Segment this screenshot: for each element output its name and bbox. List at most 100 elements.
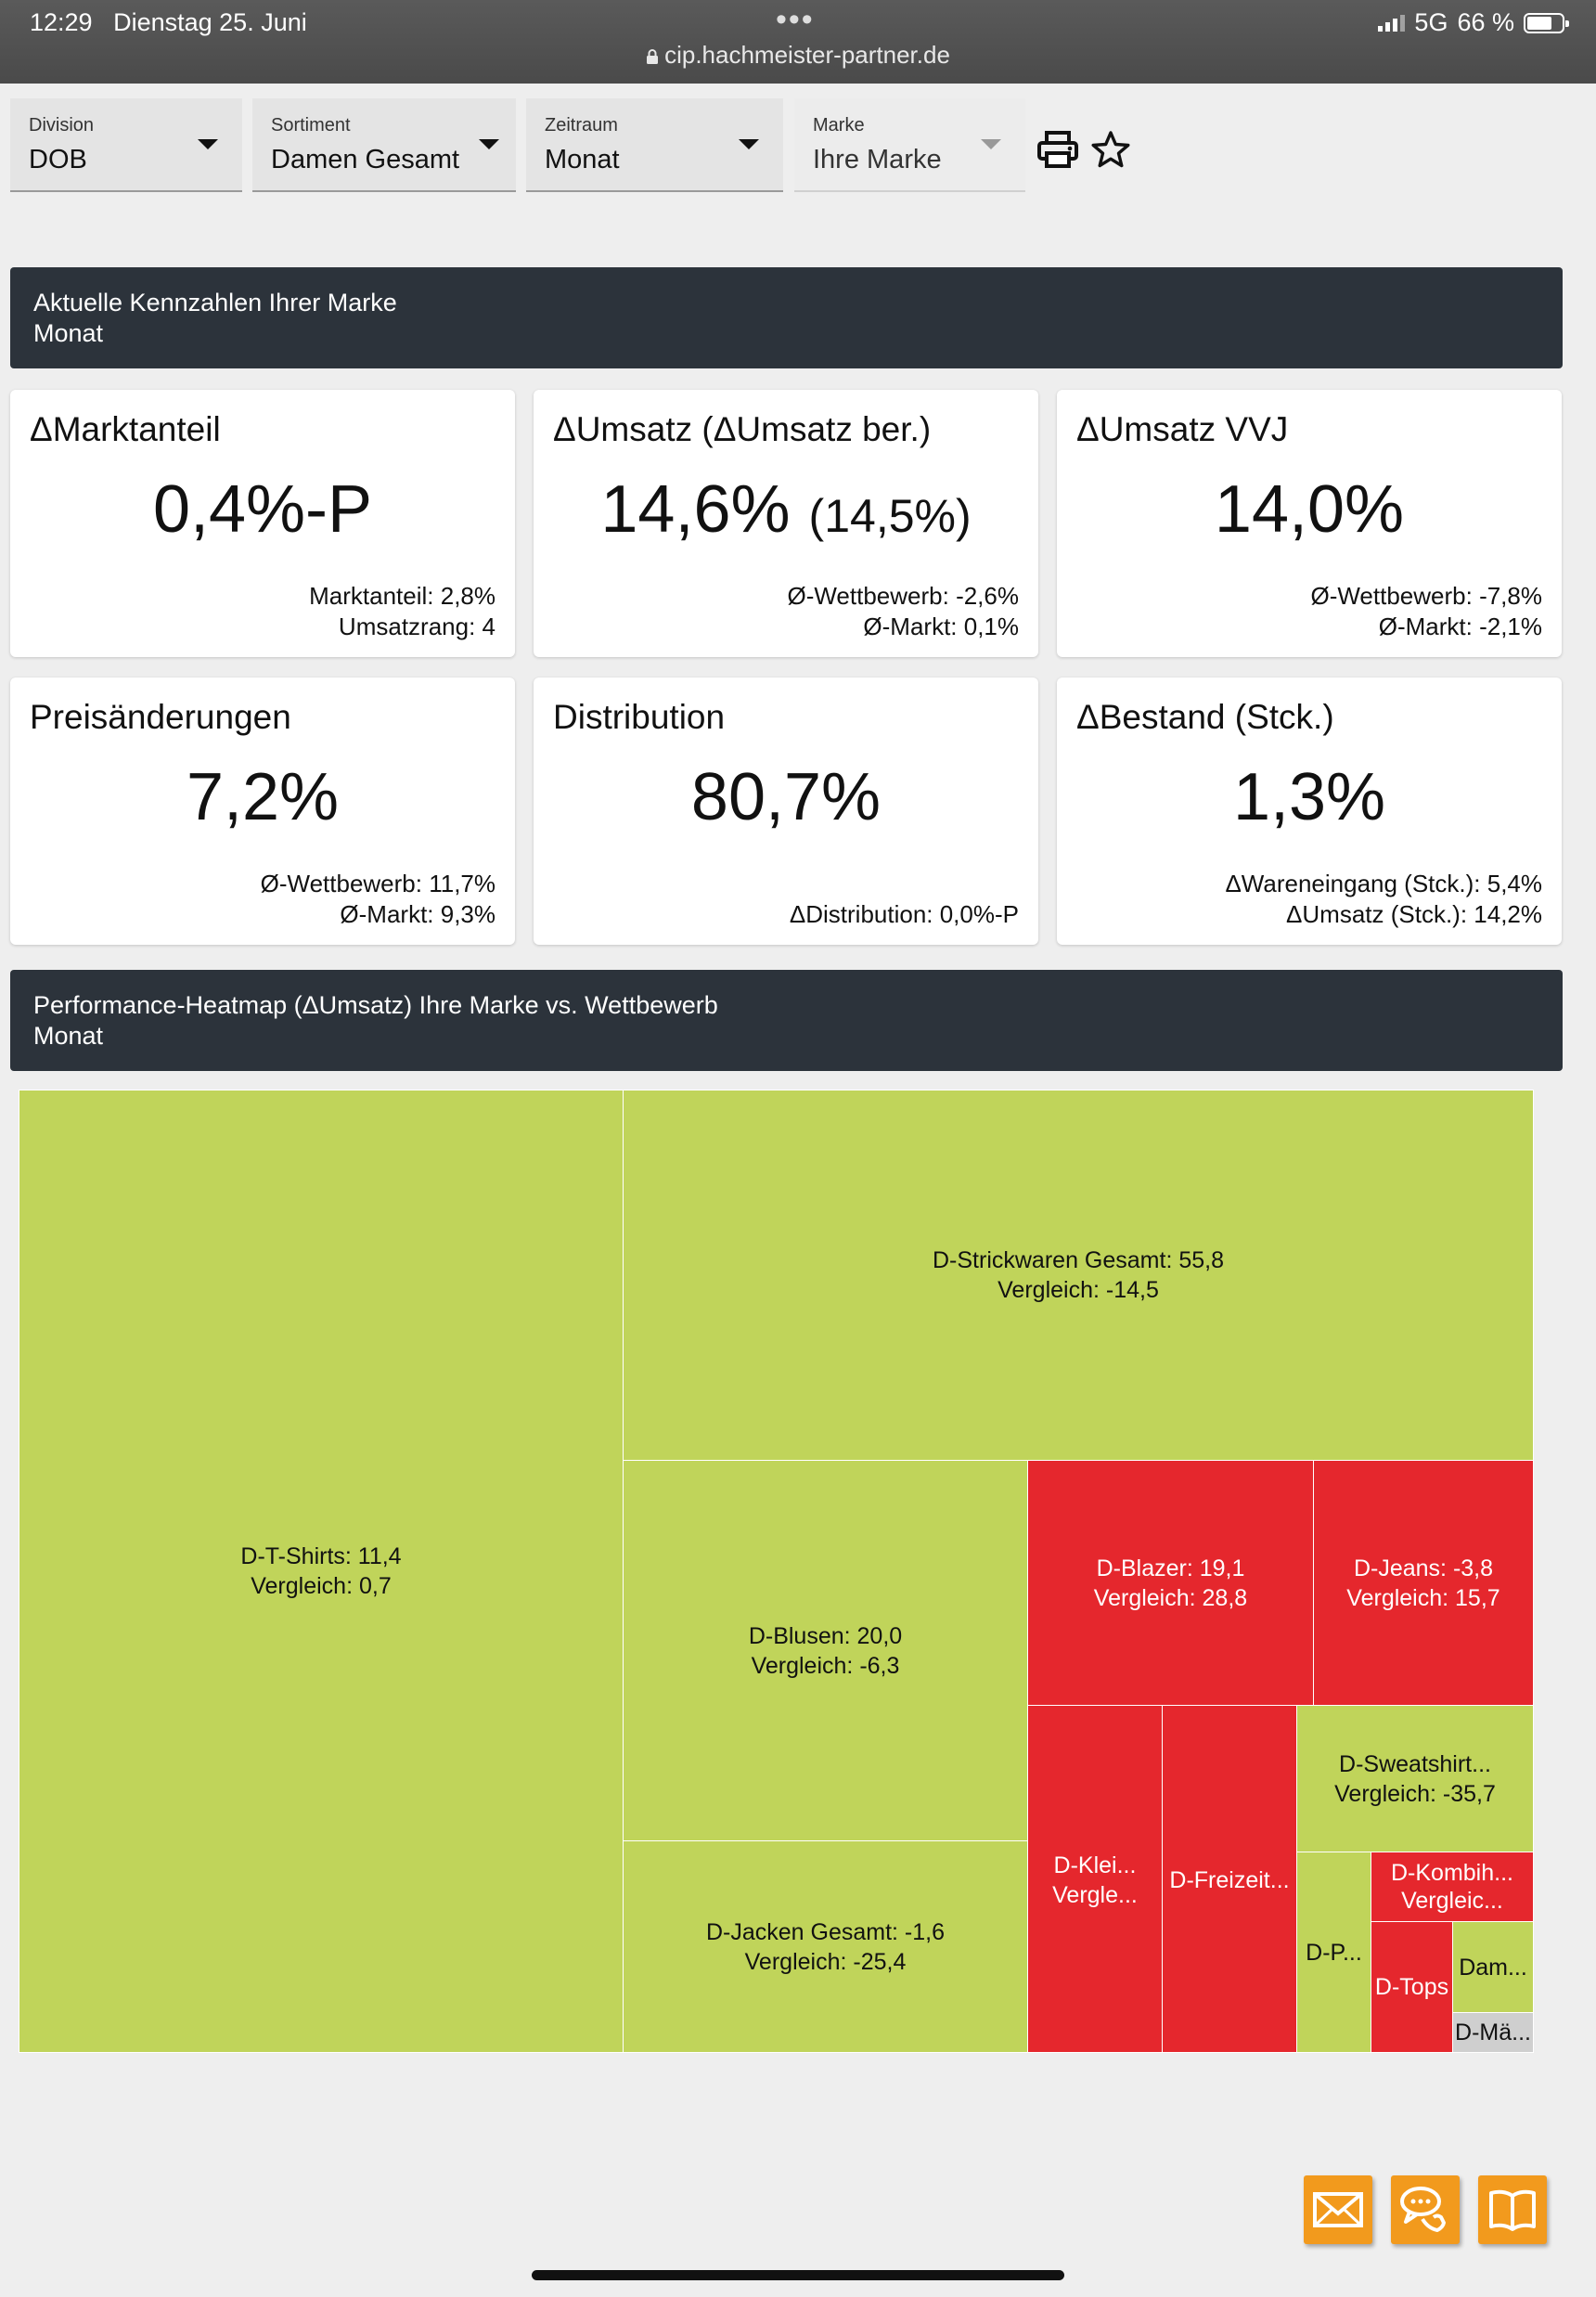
status-indicators: 5G 66 % [1378, 8, 1569, 37]
url-text: cip.hachmeister-partner.de [664, 41, 950, 69]
treemap-cell-sweatshirt[interactable]: D-Sweatshirt... Vergleich: -35,7 [1296, 1705, 1534, 1852]
kpi-card-umsatz-vvj[interactable]: ΔUmsatz VVJ 14,0% Ø-Wettbewerb: -7,8% Ø-M… [1057, 390, 1562, 657]
cell-label: D-Kombih... [1391, 1860, 1513, 1886]
cell-label: D-Jacken Gesamt: -1,6 [705, 1918, 946, 1945]
kpi-title: Preisänderungen [30, 698, 291, 736]
cell-label: D-Tops [1374, 1974, 1449, 2000]
cell-label: D-Blusen: 20,0 [748, 1622, 903, 1649]
treemap-cell-strickwaren[interactable]: D-Strickwaren Gesamt: 55,8 Vergleich: -14… [623, 1090, 1534, 1461]
kpi-value: 7,2% [10, 759, 515, 835]
kpi-value-main: 80,7% [690, 760, 882, 834]
kpi-title: ΔBestand (Stck.) [1076, 698, 1334, 736]
treemap-cell-blazer[interactable]: D-Blazer: 19,1 Vergleich: 28,8 [1027, 1460, 1314, 1706]
address-bar[interactable]: cip.hachmeister-partner.de [0, 41, 1596, 70]
cell-comparison: Vergleich: -6,3 [751, 1652, 900, 1679]
filter-label: Marke [813, 115, 865, 135]
printer-icon[interactable] [1036, 130, 1079, 169]
star-icon[interactable] [1091, 130, 1130, 169]
tab-overview-dots[interactable]: ••• [776, 2, 815, 37]
kpi-card-preisaenderungen[interactable]: Preisänderungen 7,2% Ø-Wettbewerb: 11,7%… [10, 677, 515, 945]
cell-label: D-Jeans: -3,8 [1353, 1555, 1494, 1581]
treemap-cell-kleider[interactable]: D-Klei... Vergle... [1027, 1705, 1163, 2053]
dropdown-arrow-icon [198, 139, 218, 149]
kpi-card-distribution[interactable]: Distribution 80,7% ΔDistribution: 0,0%-P [534, 677, 1038, 945]
kpi-details: Ø-Wettbewerb: -7,8% Ø-Markt: -2,1% [1310, 581, 1542, 642]
treemap-cell-tops[interactable]: D-Tops [1371, 1921, 1453, 2053]
cell-label: D-P... [1306, 1939, 1362, 1966]
dropdown-arrow-icon [479, 139, 499, 149]
date: Dienstag 25. Juni [113, 8, 307, 36]
kpi-card-marktanteil[interactable]: ΔMarktanteil 0,4%-P Marktanteil: 2,8% Ums… [10, 390, 515, 657]
chat-support-icon [1400, 2187, 1446, 2232]
treemap-cell-blusen[interactable]: D-Blusen: 20,0 Vergleich: -6,3 [623, 1460, 1028, 1841]
mail-button[interactable] [1304, 2175, 1372, 2244]
treemap-cell-dam[interactable]: Dam... [1452, 1921, 1534, 2013]
filter-division[interactable]: Division DOB [10, 98, 242, 192]
mail-icon [1313, 2192, 1363, 2227]
heatmap-section-header: Performance-Heatmap (ΔUmsatz) Ihre Marke… [10, 970, 1563, 1071]
kpi-details: Ø-Wettbewerb: -2,6% Ø-Markt: 0,1% [787, 581, 1019, 642]
kpi-detail-1: Ø-Wettbewerb: -2,6% [787, 582, 1019, 610]
book-icon [1489, 2189, 1536, 2231]
kpi-detail-1: ΔWareneingang (Stck.): 5,4% [1225, 870, 1542, 897]
kpi-details: ΔWareneingang (Stck.): 5,4% ΔUmsatz (Stck… [1225, 869, 1542, 930]
cell-comparison: Vergleich: 0,7 [251, 1573, 392, 1599]
kpi-detail-2: Umsatzrang: 4 [338, 613, 496, 640]
filter-value: Ihre Marke [813, 145, 942, 174]
kpi-detail-2: Ø-Markt: -2,1% [1378, 613, 1542, 640]
cell-comparison: Vergleich: 15,7 [1346, 1584, 1500, 1611]
treemap-cell-t-shirts[interactable]: D-T-Shirts: 11,4 Vergleich: 0,7 [19, 1090, 624, 2053]
kpi-value-main: 1,3% [1232, 760, 1386, 834]
filter-value: Monat [545, 145, 620, 174]
kpi-value: 1,3% [1057, 759, 1562, 835]
chat-support-button[interactable] [1391, 2175, 1460, 2244]
treemap-cell-mae[interactable]: D-Mä... [1452, 2012, 1534, 2053]
kpi-value-main: 14,6% [600, 472, 791, 547]
signal-icon [1378, 14, 1406, 32]
kpi-title: ΔUmsatz (ΔUmsatz ber.) [553, 410, 932, 448]
cell-label: D-T-Shirts: 11,4 [240, 1543, 402, 1569]
cell-comparison: Vergleich: -14,5 [998, 1277, 1159, 1303]
status-time: 12:29 Dienstag 25. Juni [30, 8, 307, 37]
cell-comparison: Vergleich: -25,4 [744, 1948, 907, 1975]
treemap-cell-kombih[interactable]: D-Kombih... Vergleic... [1371, 1852, 1534, 1922]
kpi-details: Ø-Wettbewerb: 11,7% Ø-Markt: 9,3% [261, 869, 496, 930]
filter-marke[interactable]: Marke Ihre Marke [794, 98, 1025, 192]
treemap-cell-freizeit[interactable]: D-Freizeit... [1162, 1705, 1297, 2053]
filter-sortiment[interactable]: Sortiment Damen Gesamt [252, 98, 516, 192]
filter-label: Zeitraum [545, 115, 618, 135]
section-subtitle: Monat [33, 319, 104, 347]
kpi-value: 0,4%-P [10, 471, 515, 548]
cell-label: D-Strickwaren Gesamt: 55,8 [933, 1247, 1224, 1273]
treemap-cell-jeans[interactable]: D-Jeans: -3,8 Vergleich: 15,7 [1313, 1460, 1534, 1706]
cell-label: D-Blazer: 19,1 [1096, 1555, 1245, 1581]
dropdown-arrow-icon [981, 139, 1001, 149]
kpi-detail-2: ΔUmsatz (Stck.): 14,2% [1286, 900, 1542, 928]
dropdown-arrow-icon [739, 139, 759, 149]
home-indicator[interactable] [532, 2270, 1064, 2280]
kpi-title: Distribution [553, 698, 726, 736]
kpi-value: 80,7% [534, 759, 1038, 835]
kpi-card-umsatz[interactable]: ΔUmsatz (ΔUmsatz ber.) 14,6% (14,5%) Ø-W… [534, 390, 1038, 657]
treemap-cell-jacken[interactable]: D-Jacken Gesamt: -1,6 Vergleich: -25,4 [623, 1840, 1028, 2053]
filter-label: Division [29, 115, 95, 135]
filter-value: DOB [29, 145, 87, 174]
kpi-detail-1: Ø-Wettbewerb: 11,7% [260, 870, 496, 897]
kpi-detail-2: ΔDistribution: 0,0%-P [789, 900, 1019, 928]
book-button[interactable] [1478, 2175, 1547, 2244]
kpi-value-main: 0,4%-P [152, 472, 373, 547]
kpi-details: Marktanteil: 2,8% Umsatzrang: 4 [309, 581, 496, 642]
kpi-detail-1: Marktanteil: 2,8% [309, 582, 496, 610]
cell-comparison: Vergleich: -35,7 [1334, 1780, 1496, 1807]
battery-icon [1524, 12, 1569, 33]
kpi-value: 14,6% (14,5%) [534, 471, 1038, 548]
kpi-card-bestand[interactable]: ΔBestand (Stck.) 1,3% ΔWareneingang (Stc… [1057, 677, 1562, 945]
kpi-value: 14,0% [1057, 471, 1562, 548]
kpi-title: ΔMarktanteil [30, 410, 221, 448]
clock: 12:29 [30, 8, 93, 36]
cell-comparison: Vergleic... [1401, 1888, 1503, 1914]
treemap-cell-p[interactable]: D-P... [1296, 1852, 1371, 2053]
filter-zeitraum[interactable]: Zeitraum Monat [526, 98, 783, 192]
lock-icon [647, 49, 659, 64]
kpi-detail-2: Ø-Markt: 9,3% [340, 900, 496, 928]
